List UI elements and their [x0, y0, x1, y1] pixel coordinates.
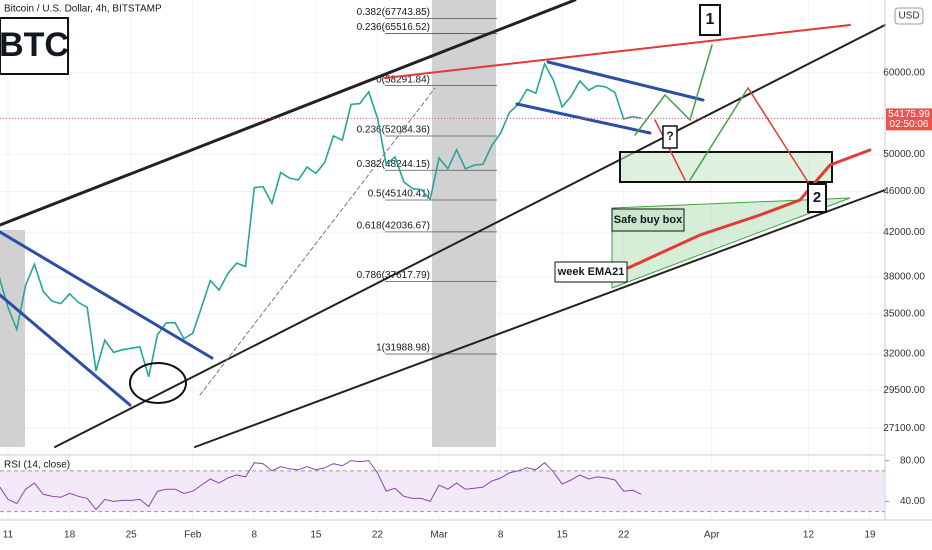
- y-tick-label: 32000.00: [883, 348, 925, 359]
- y-tick-label: 46000.00: [883, 186, 925, 197]
- y-tick-label: 60000.00: [883, 67, 925, 78]
- x-tick-label: 8: [498, 530, 504, 541]
- fib-label: 0.236(52084.36): [357, 125, 430, 136]
- y-tick-label: 40.00: [900, 496, 925, 507]
- blue-channel: [0, 293, 132, 407]
- red-arrow: [747, 87, 809, 183]
- ema-curve: [626, 148, 872, 270]
- y-tick-label: 29500.00: [883, 385, 925, 396]
- series-line: [0, 61, 642, 378]
- fib-label: 0.618(42036.67): [357, 220, 430, 231]
- label-box: [611, 208, 685, 232]
- red-arrow: [654, 119, 686, 181]
- y-tick-label: 42000.00: [883, 227, 925, 238]
- channel-bottom: [194, 189, 886, 448]
- drawings: [0, 0, 886, 448]
- fib-label: 0(58291.84): [376, 74, 430, 85]
- annotation: Safe buy box: [614, 214, 683, 226]
- green-arrow: [634, 44, 713, 136]
- rsi-band: [0, 470, 885, 512]
- countdown: 02:50:06: [890, 119, 929, 130]
- channel-top: [0, 0, 577, 227]
- chart-title: Bitcoin / U.S. Dollar, 4h, BITSTAMP: [4, 4, 162, 15]
- x-tick-label: 19: [864, 530, 876, 541]
- last-price-box: [886, 108, 932, 131]
- label-box: [662, 125, 678, 149]
- fib-label: 0.382(48244.15): [357, 159, 430, 170]
- flag-line: [515, 102, 652, 135]
- blue-channel: [0, 230, 214, 360]
- flag-line: [546, 60, 705, 102]
- dashed-line: [199, 87, 436, 396]
- label-box: [699, 4, 721, 36]
- annotations: BTC 1 2? Safe buy box week EMA21: [0, 11, 821, 278]
- series-line: [0, 460, 642, 511]
- y-tick-label: 50000.00: [883, 149, 925, 160]
- x-tick-label: Apr: [704, 530, 720, 541]
- channel-mid: [54, 24, 886, 448]
- fib-label: 0.382(67743.85): [357, 7, 430, 18]
- x-tick-label: 18: [64, 530, 76, 541]
- buy-box: [619, 151, 833, 183]
- annotation: ?: [666, 129, 673, 143]
- x-tick-label: 11: [3, 530, 14, 541]
- x-tick-label: 8: [252, 530, 258, 541]
- x-tick-label: 15: [310, 530, 322, 541]
- last-price: 54175.99: [888, 109, 930, 120]
- x-tick-label: 22: [618, 530, 630, 541]
- x-tick-label: 15: [557, 530, 569, 541]
- currency: USD: [898, 11, 919, 22]
- label-box: [807, 183, 827, 213]
- circle: [129, 362, 187, 404]
- fib-label: 0.236(65516.52): [357, 22, 430, 33]
- rsi-title: RSI (14, close): [4, 460, 70, 471]
- x-tick-label: 25: [126, 530, 138, 541]
- green-arrow: [689, 87, 749, 181]
- fib-shade: [432, 0, 496, 447]
- currency-box: [894, 7, 924, 25]
- x-tick-label: Feb: [184, 530, 202, 541]
- price-series: [0, 61, 642, 378]
- annotation: week EMA21: [557, 266, 625, 278]
- btc-box: [0, 17, 69, 75]
- annotation: 2: [813, 189, 821, 206]
- x-tick-label: 12: [803, 530, 815, 541]
- x-tick-label: Mar: [430, 530, 448, 541]
- y-tick-label: 35000.00: [883, 308, 925, 319]
- y-tick-label: 80.00: [900, 455, 925, 466]
- annotation: 1: [706, 11, 715, 28]
- fib-label: 0.5(45140.41): [368, 189, 430, 200]
- fib-label: 1(31988.98): [376, 343, 430, 354]
- y-tick-label: 27100.00: [883, 423, 925, 434]
- shade-left: [0, 230, 25, 447]
- label-box: [554, 261, 628, 283]
- rsi-panel: 80.00 40.00 RSI (14, close): [0, 455, 925, 513]
- annotation: BTC: [0, 26, 69, 64]
- red-line: [384, 24, 851, 79]
- x-tick-label: 22: [372, 530, 384, 541]
- y-tick-label: 38000.00: [883, 272, 925, 283]
